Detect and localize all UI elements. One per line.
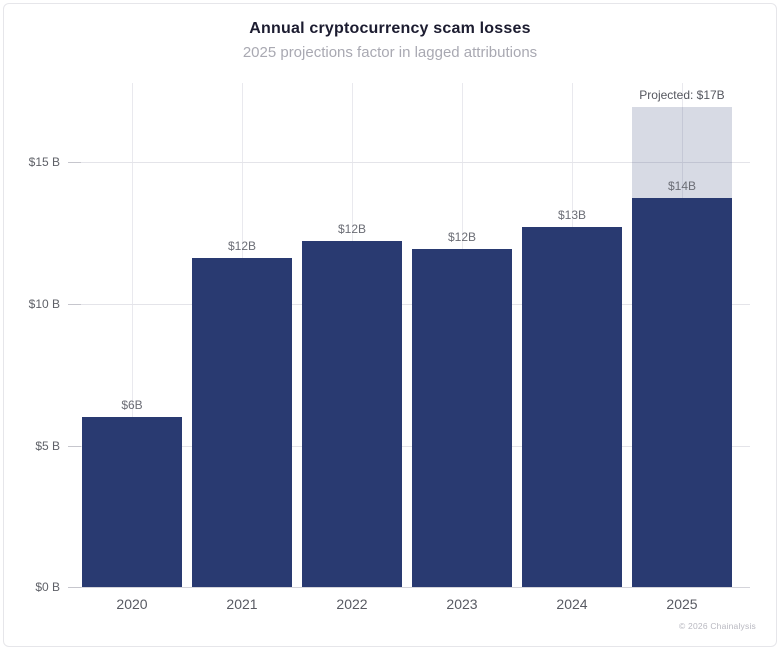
y-tick-mark (68, 587, 81, 588)
x-tick-label-2024: 2024 (556, 596, 588, 612)
bar-value-label: $6B (121, 398, 143, 412)
horizontal-gridline (68, 446, 750, 447)
bar-value-label: $13B (557, 208, 587, 222)
y-tick-mark (68, 304, 81, 305)
horizontal-gridline (68, 162, 750, 163)
x-tick-label-2023: 2023 (446, 596, 478, 612)
horizontal-gridline (68, 304, 750, 305)
chart-title: Annual cryptocurrency scam losses (249, 20, 531, 37)
bar-2025-projected (632, 107, 732, 198)
bar-2022 (302, 241, 402, 587)
bar-value-label: $12B (337, 222, 367, 236)
plot-area: $0 B $5 B $10 B $15 B $6B 2020 $12B 2021 $12B 202… (29, 83, 750, 612)
y-tick-mark (68, 162, 81, 163)
bar-value-label: $12B (447, 230, 477, 244)
bar-2023 (412, 249, 512, 587)
copyright-credit: © 2026 Chainalysis (679, 621, 756, 631)
bar-value-label: $12B (227, 239, 257, 253)
x-tick-label-2025: 2025 (666, 596, 698, 612)
chart-subtitle: 2025 projections factor in lagged attrib… (242, 44, 538, 61)
x-tick-label-2020: 2020 (116, 596, 148, 612)
x-tick-label-2022: 2022 (336, 596, 368, 612)
vertical-gridline (132, 83, 133, 588)
x-axis-line (68, 587, 750, 588)
bar-2021 (192, 258, 292, 587)
projection-value-label: Projected: $17B (639, 88, 725, 102)
y-tick-label: $0 B (35, 580, 60, 594)
bar-2024 (522, 227, 622, 587)
bar-value-label: $14B (667, 179, 697, 193)
y-tick-label: $10 B (28, 297, 60, 311)
y-tick-label: $15 B (28, 155, 60, 169)
bar-2025 (632, 198, 732, 587)
bar-2020 (82, 417, 182, 587)
y-tick-label: $5 B (35, 439, 60, 453)
x-tick-label-2021: 2021 (226, 596, 258, 612)
y-tick-mark (68, 446, 81, 447)
